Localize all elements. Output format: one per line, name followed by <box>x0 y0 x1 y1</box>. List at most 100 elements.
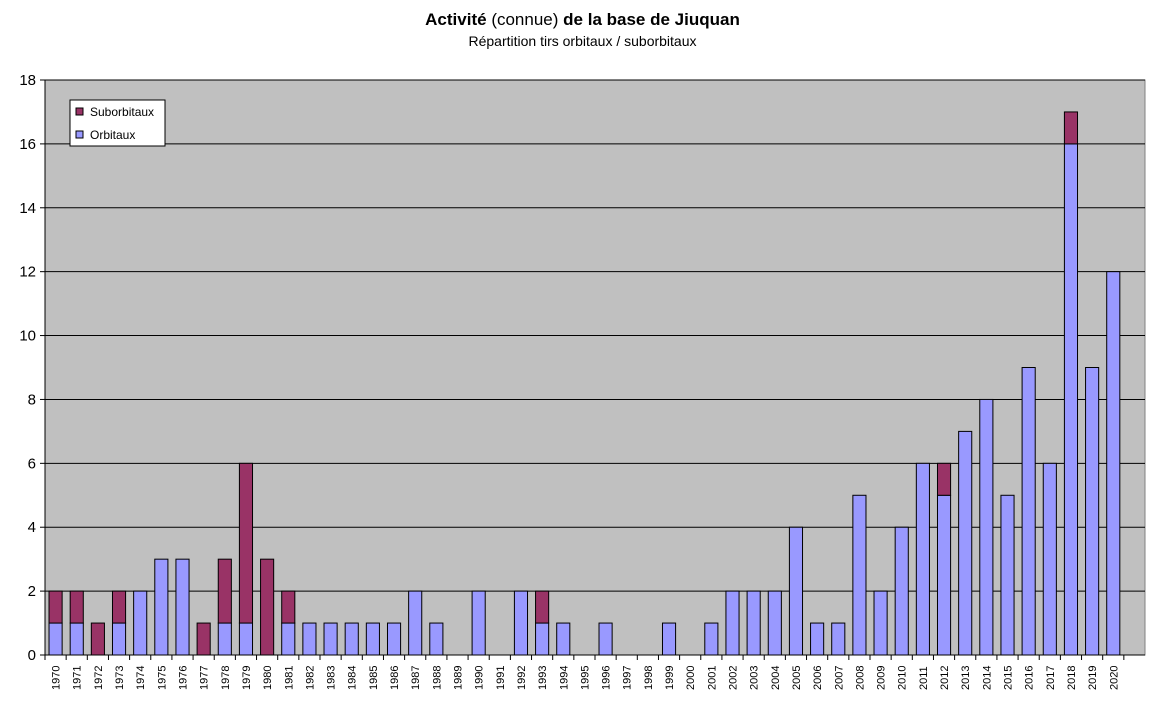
y-tick-label: 8 <box>28 391 36 408</box>
bar-orbitaux <box>1085 367 1100 656</box>
legend-swatch <box>75 130 84 139</box>
bar-orbitaux <box>1021 367 1036 656</box>
x-tick-label: 1981 <box>283 666 295 690</box>
x-tick-label: 2014 <box>981 666 993 690</box>
bar-orbitaux <box>767 590 782 656</box>
y-tick-label: 12 <box>19 264 36 281</box>
bar-orbitaux <box>704 622 719 656</box>
bar-orbitaux <box>1063 143 1079 656</box>
title-block: Activité (connue) de la base de Jiuquan … <box>0 10 1165 49</box>
bar-orbitaux <box>217 622 232 656</box>
x-tick-label: 1996 <box>601 666 613 690</box>
bar-orbitaux <box>344 622 359 656</box>
bar-orbitaux <box>958 430 973 656</box>
y-tick-label: 2 <box>28 583 36 600</box>
bar-suborbitaux <box>238 462 254 624</box>
x-tick-label: 2009 <box>876 666 888 690</box>
bar-orbitaux <box>535 622 550 656</box>
y-tick-label: 16 <box>19 136 36 153</box>
x-tick-label: 1984 <box>347 666 359 690</box>
bar-suborbitaux <box>1063 111 1079 145</box>
bar-orbitaux <box>48 622 63 656</box>
x-tick-label: 2019 <box>1087 666 1099 690</box>
x-tick-label: 2012 <box>939 666 951 690</box>
x-tick-label: 1976 <box>178 666 190 690</box>
bar-orbitaux <box>915 462 930 656</box>
x-tick-label: 1983 <box>326 666 338 690</box>
x-tick-label: 2001 <box>706 666 718 690</box>
y-tick-label: 4 <box>28 519 36 536</box>
bar-orbitaux <box>1106 271 1121 656</box>
x-tick-label: 1997 <box>622 666 634 690</box>
x-tick-label: 2015 <box>1003 666 1015 690</box>
bar-orbitaux <box>873 590 888 656</box>
bar-suborbitaux <box>260 558 275 656</box>
legend-label: Orbitaux <box>90 128 135 142</box>
bar-suborbitaux <box>535 590 550 624</box>
bar-suborbitaux <box>281 590 296 624</box>
x-tick-label: 1974 <box>135 666 147 690</box>
x-tick-label: 1978 <box>220 666 232 690</box>
x-tick-label: 2002 <box>728 666 740 690</box>
bar-orbitaux <box>323 622 338 656</box>
bar-orbitaux <box>746 590 761 656</box>
y-tick-label: 18 <box>19 72 36 89</box>
legend-swatch <box>75 107 84 116</box>
x-tick-label: 2006 <box>812 666 824 690</box>
x-tick-label: 2013 <box>960 666 972 690</box>
bar-orbitaux <box>175 558 190 656</box>
bar-suborbitaux <box>48 590 63 624</box>
bar-orbitaux <box>556 622 571 656</box>
chart-title-part3: de la base de Jiuquan <box>563 10 740 29</box>
chart-subtitle: Répartition tirs orbitaux / suborbitaux <box>468 33 697 49</box>
chart-title: Activité (connue) de la base de Jiuquan <box>0 10 1165 30</box>
bar-orbitaux <box>598 622 613 656</box>
bar-orbitaux <box>788 526 804 656</box>
x-tick-label: 1993 <box>537 666 549 690</box>
bar-orbitaux <box>1000 494 1015 656</box>
bar-orbitaux <box>810 622 825 656</box>
bar-orbitaux <box>69 622 84 656</box>
bar-orbitaux <box>111 622 127 656</box>
bar-orbitaux <box>365 622 380 656</box>
legend-box <box>69 99 166 147</box>
bar-orbitaux <box>513 590 529 656</box>
x-tick-label: 1971 <box>72 666 84 690</box>
x-tick-label: 1991 <box>495 666 507 690</box>
x-tick-label: 2008 <box>854 666 866 690</box>
x-tick-label: 2018 <box>1066 666 1078 690</box>
x-tick-label: 2020 <box>1108 666 1120 690</box>
x-tick-label: 1979 <box>241 666 253 690</box>
bar-suborbitaux <box>196 622 211 656</box>
y-tick-label: 6 <box>28 455 36 472</box>
x-tick-label: 1972 <box>93 666 105 690</box>
x-tick-label: 2000 <box>685 666 697 690</box>
x-tick-label: 2017 <box>1045 666 1057 690</box>
x-tick-label: 1986 <box>389 666 401 690</box>
x-tick-label: 2011 <box>918 666 930 690</box>
y-tick-label: 14 <box>19 200 36 217</box>
y-tick-label: 0 <box>28 647 36 664</box>
bar-suborbitaux <box>69 590 84 624</box>
x-tick-label: 1970 <box>51 666 63 690</box>
x-tick-label: 1998 <box>643 666 655 690</box>
bar-orbitaux <box>661 622 677 656</box>
x-tick-label: 1975 <box>156 666 168 690</box>
bar-suborbitaux <box>217 558 232 624</box>
x-tick-label: 2005 <box>791 666 803 690</box>
x-tick-label: 1992 <box>516 666 528 690</box>
x-tick-label: 1982 <box>304 666 316 690</box>
x-tick-label: 1973 <box>114 666 126 690</box>
x-tick-label: 2007 <box>833 666 845 690</box>
y-tick-label: 10 <box>19 328 36 345</box>
bar-orbitaux <box>281 622 296 656</box>
bar-orbitaux <box>725 590 740 656</box>
x-tick-label: 1989 <box>453 666 465 690</box>
bar-orbitaux <box>852 494 867 656</box>
x-tick-label: 1994 <box>558 666 570 690</box>
x-tick-label: 1977 <box>199 666 211 690</box>
bar-orbitaux <box>894 526 909 656</box>
bar-orbitaux <box>133 590 148 656</box>
x-tick-label: 2004 <box>770 666 782 690</box>
